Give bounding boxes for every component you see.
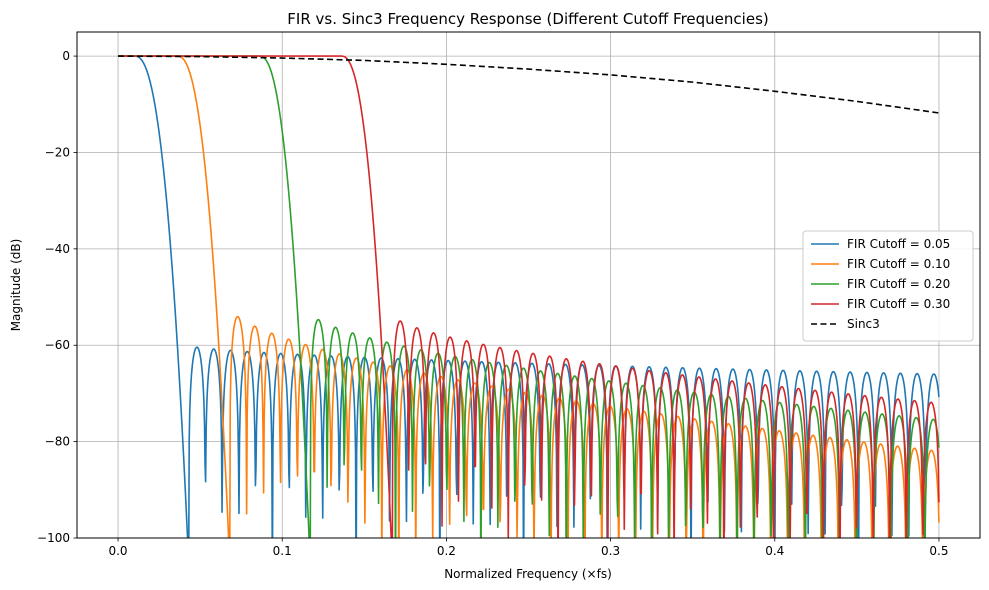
legend-label: FIR Cutoff = 0.30	[847, 297, 950, 311]
y-tick-label: −100	[37, 531, 70, 545]
x-tick-label: 0.0	[108, 544, 127, 558]
y-tick-label: −60	[45, 338, 70, 352]
y-tick-label: −20	[45, 145, 70, 159]
y-tick-label: 0	[62, 49, 70, 63]
x-tick-label: 0.2	[437, 544, 456, 558]
x-tick-label: 0.1	[273, 544, 292, 558]
plot-frame	[76, 31, 981, 539]
y-axis-label: Magnitude (dB)	[9, 239, 23, 332]
legend-label: FIR Cutoff = 0.10	[847, 257, 950, 271]
series-layer	[117, 55, 940, 538]
y-tick-label: −80	[45, 435, 70, 449]
chart-title: FIR vs. Sinc3 Frequency Response (Differ…	[287, 10, 768, 28]
legend: FIR Cutoff = 0.05 FIR Cutoff = 0.10 FIR Cu…	[802, 230, 974, 342]
legend-label: FIR Cutoff = 0.05	[847, 237, 950, 251]
x-tick-label: 0.4	[765, 544, 784, 558]
x-tick-label: 0.5	[929, 544, 948, 558]
x-axis-label: Normalized Frequency (×fs)	[444, 567, 612, 581]
axis-ticks: 0.0 0.1 0.2 0.3 0.4 0.5 0 −20 −40 −60 −80 −100	[37, 49, 948, 558]
series-line-3	[117, 55, 940, 538]
legend-label: FIR Cutoff = 0.20	[847, 277, 950, 291]
grid	[77, 32, 980, 539]
legend-box	[802, 230, 974, 342]
legend-label: Sinc3	[847, 317, 880, 331]
x-tick-label: 0.3	[601, 544, 620, 558]
y-tick-label: −40	[45, 242, 70, 256]
series-line-4	[118, 55, 940, 114]
series-line-1	[117, 55, 940, 538]
